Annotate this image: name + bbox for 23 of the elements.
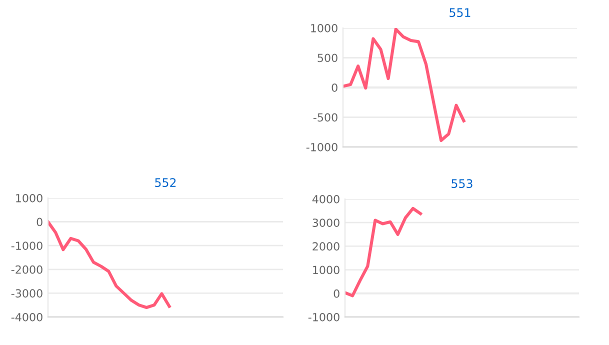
y-tick-label: 0 [332,83,338,92]
line-series [48,220,171,310]
chart-title: 552 [155,178,176,188]
y-tick-label: 500 [318,54,338,62]
y-tick-label: -1000 [306,142,338,152]
y-tick-label: 2000 [312,242,340,251]
line-series [343,28,466,142]
chart-title: 553 [452,179,472,188]
chart-title: 551 [450,8,470,18]
y-tick-label: 1000 [313,266,340,274]
y-tick-label: 3000 [312,218,340,227]
y-tick-label: -2000 [11,265,42,274]
y-tick-label: -1000 [308,312,340,322]
y-tick-label: -1000 [11,242,42,250]
y-tick-label: -3000 [11,289,42,298]
y-tick-label: 4000 [312,194,340,204]
y-tick-label: 0 [36,218,42,226]
y-tick-label: 1000 [311,24,338,32]
y-tick-label: -4000 [11,312,42,322]
line-series [345,206,422,298]
y-tick-label: -500 [313,113,338,122]
y-tick-label: 1000 [16,194,42,202]
y-tick-label: 0 [334,289,340,298]
